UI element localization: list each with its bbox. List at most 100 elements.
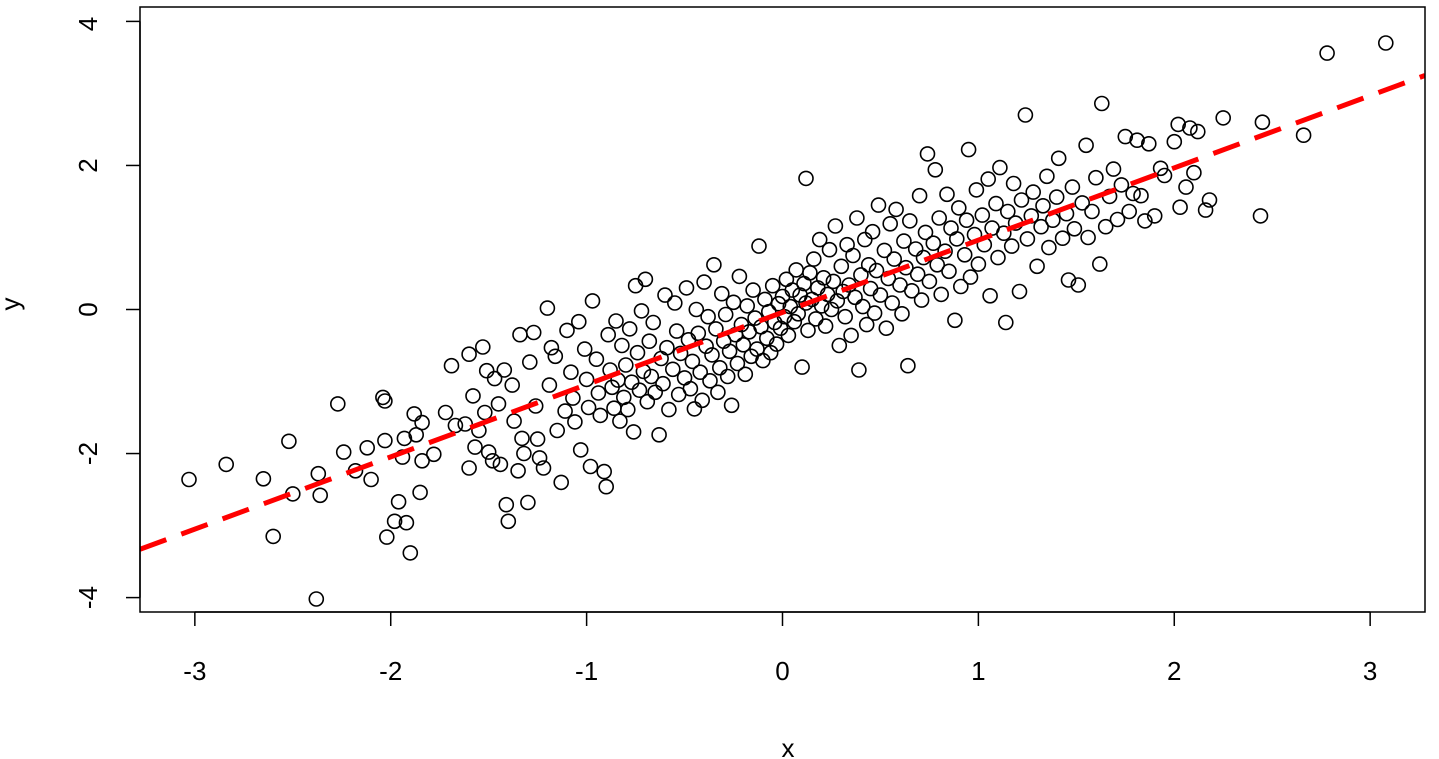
scatter-point — [437, 404, 454, 421]
scatter-point — [1156, 167, 1173, 184]
scatter-point — [1011, 283, 1028, 300]
scatter-point — [800, 322, 816, 339]
scatter-point — [823, 301, 840, 318]
scatter-point — [612, 413, 628, 429]
scatter-point — [939, 186, 955, 203]
scatter-point — [1025, 184, 1041, 200]
scatter-point — [968, 182, 985, 198]
scatter-point — [700, 308, 716, 325]
scatter-point — [851, 362, 867, 378]
scatter-point — [751, 238, 767, 254]
y-tick-label: 4 — [73, 17, 103, 31]
scatter-point — [788, 262, 805, 278]
scatter-point — [950, 200, 967, 216]
scatter-point — [578, 371, 595, 388]
scatter-point — [474, 339, 491, 355]
scatter-point — [937, 243, 953, 259]
scatter-point — [702, 372, 718, 389]
scatter-point — [995, 225, 1012, 241]
x-axis-title: x — [782, 733, 795, 759]
scatter-point — [329, 396, 346, 412]
scatter-point — [884, 295, 901, 311]
scatter-point — [1190, 123, 1206, 140]
scatter-point — [925, 235, 942, 251]
scatter-point — [480, 444, 497, 460]
x-tick-label: 1 — [971, 656, 985, 686]
x-tick-label: 2 — [1167, 656, 1181, 686]
scatter-point — [811, 231, 828, 248]
scatter-point — [713, 285, 730, 302]
scatter-point — [974, 207, 991, 223]
scatter-point — [1186, 164, 1202, 181]
scatter-point — [516, 445, 532, 462]
scatter-point — [1092, 256, 1108, 272]
y-axis: -4 -2 0 2 4 — [73, 17, 141, 609]
scatter-point — [386, 513, 403, 530]
scatter-point — [255, 470, 272, 487]
y-tick-label: 0 — [73, 302, 103, 316]
scatter-point — [651, 426, 667, 443]
scatter-point — [504, 377, 521, 393]
scatter-point — [478, 362, 495, 379]
scatter-point — [682, 380, 699, 397]
scatter-point — [1172, 199, 1188, 215]
scatter-point — [580, 399, 597, 416]
scatter-point — [443, 357, 460, 374]
scatter-point — [639, 393, 656, 410]
scatter-point — [849, 210, 865, 226]
scatter-point — [378, 529, 395, 545]
scatter-point — [672, 345, 689, 362]
scatter-point — [312, 487, 329, 504]
scatter-point — [990, 249, 1006, 266]
scatter-point — [619, 401, 636, 418]
scatter-point — [1105, 161, 1122, 177]
scatter-point — [768, 336, 785, 352]
scatter-point — [684, 353, 701, 370]
scatter-point — [643, 368, 660, 385]
scatter-point — [467, 439, 483, 455]
scatter-point — [425, 446, 442, 463]
scatter-point — [559, 322, 575, 339]
scatter-point — [631, 382, 648, 399]
points-layer — [181, 35, 1394, 607]
scatter-point — [997, 314, 1014, 331]
scatter-point — [1295, 127, 1312, 143]
scatter-point — [948, 231, 965, 247]
scatter-point — [711, 359, 728, 376]
scatter-point — [621, 321, 638, 337]
scatter-point — [1146, 208, 1163, 224]
scatter-point — [1039, 168, 1055, 185]
scatter-point — [492, 456, 509, 473]
scatter-point — [717, 306, 734, 323]
scatter-point — [563, 364, 579, 381]
scatter-point — [1137, 213, 1153, 229]
scatter-point — [396, 430, 413, 447]
scatter-point — [1141, 136, 1157, 152]
scatter-point — [886, 251, 903, 267]
scatter-point — [668, 323, 685, 339]
scatter-point — [1113, 177, 1130, 193]
y-tick-label: -2 — [73, 442, 103, 465]
y-tick-label: 2 — [73, 158, 103, 172]
scatter-point — [377, 393, 393, 409]
scatter-point — [576, 341, 593, 357]
scatter-point — [657, 287, 673, 303]
scatter-point — [375, 389, 391, 406]
x-tick-label: -3 — [183, 656, 206, 686]
scatter-point — [770, 295, 787, 312]
scatter-point — [1041, 239, 1057, 256]
scatter-point — [847, 289, 863, 306]
scatter-point — [1254, 114, 1271, 130]
scatter-point — [876, 242, 893, 259]
scatter-point — [310, 465, 327, 482]
scatter-point — [755, 352, 771, 369]
scatter-point — [710, 384, 726, 401]
scatter-point — [570, 313, 587, 330]
scatter-point — [390, 493, 407, 510]
scatter-point — [856, 231, 873, 248]
scatter-point — [359, 439, 376, 456]
scatter-point — [947, 312, 963, 329]
scatter-point — [903, 282, 920, 299]
scatter-point — [627, 277, 644, 294]
scatter-point — [988, 195, 1004, 212]
